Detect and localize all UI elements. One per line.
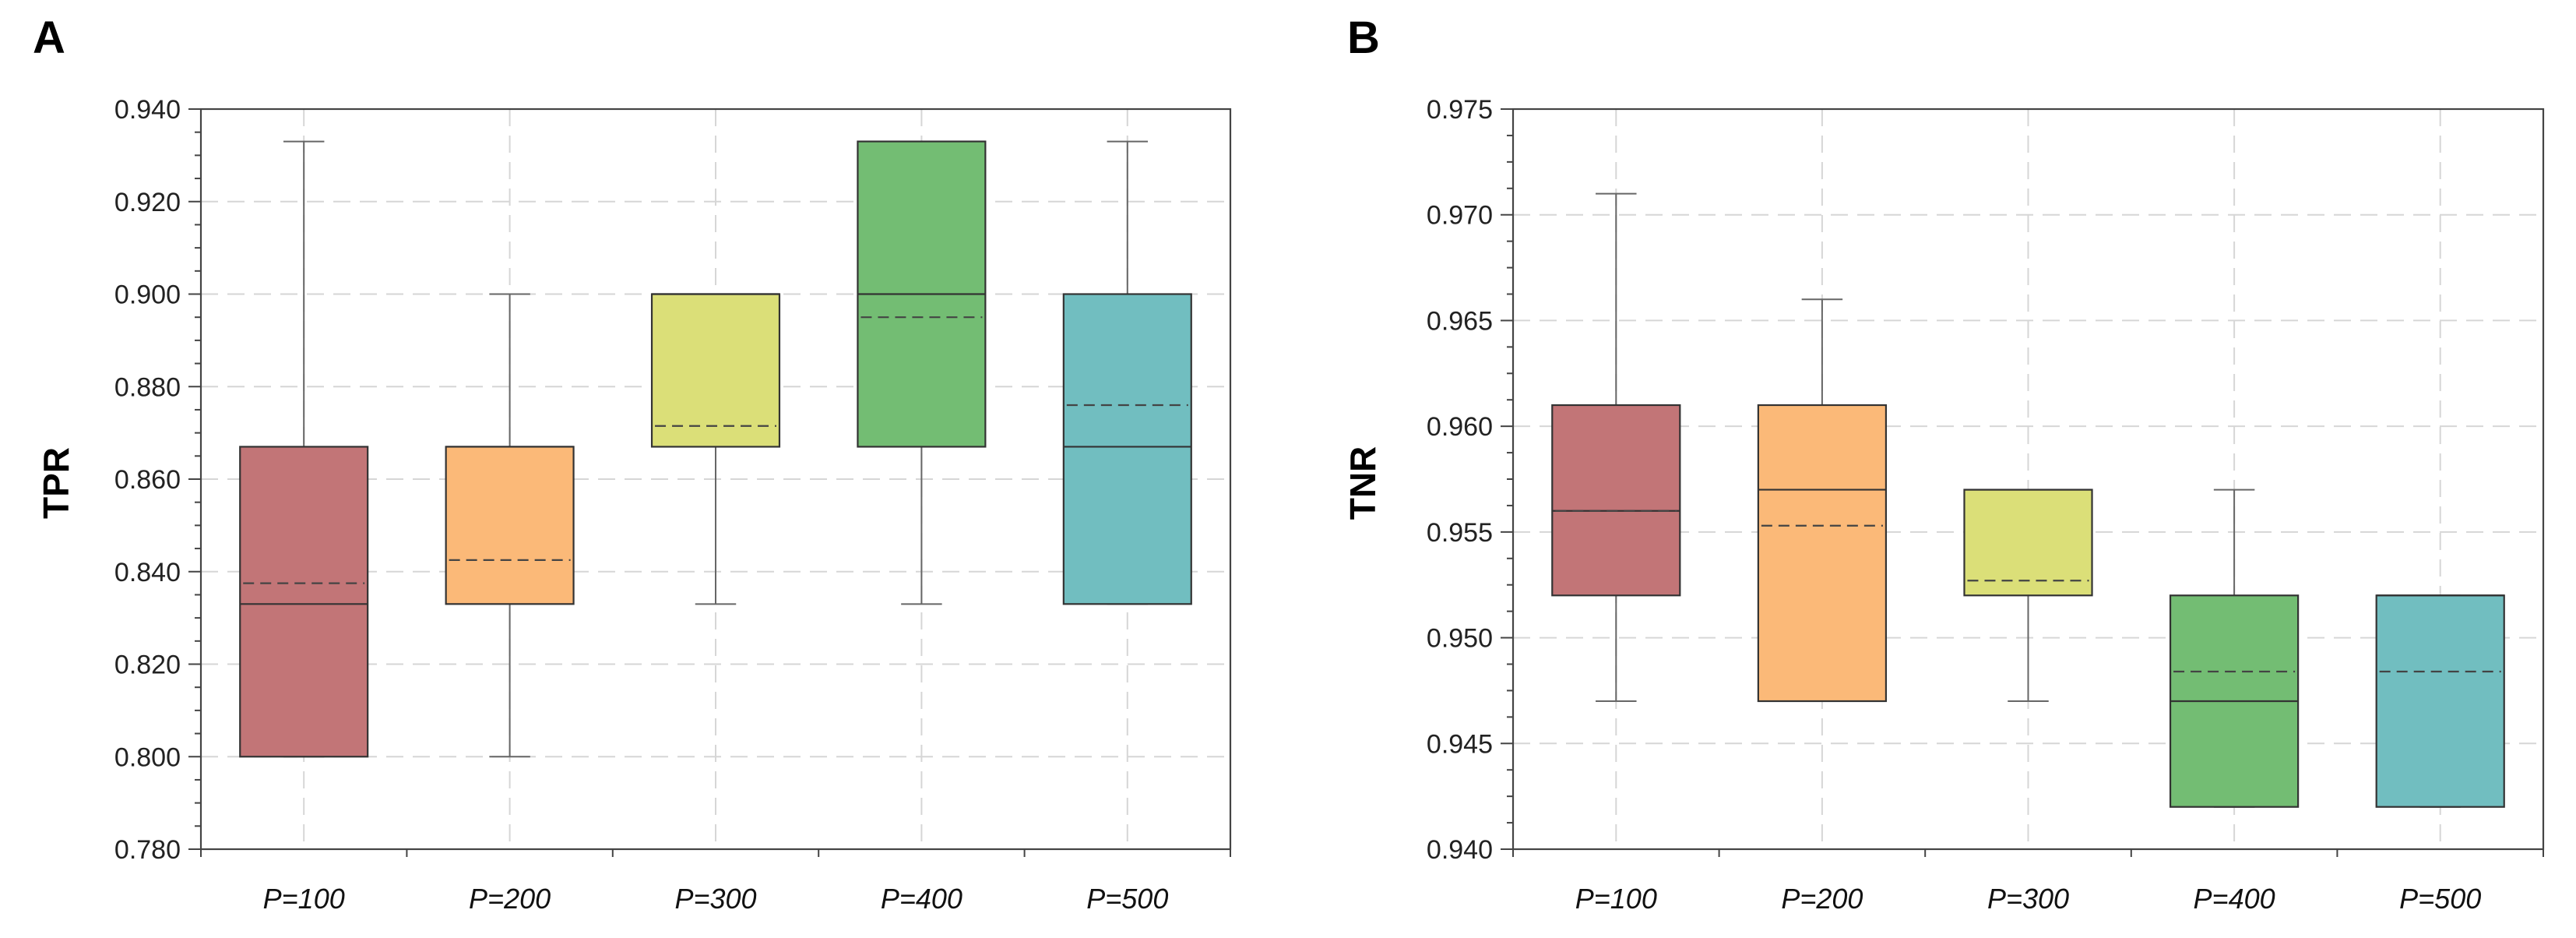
panel-a-label: A [33,12,65,63]
panel-b-y-tick-label: 0.940 [1427,835,1493,865]
panel-b-label: B [1347,12,1380,63]
panel-a-box-p500 [1062,140,1192,605]
panel-b-y-tick-label: 0.975 [1427,95,1493,125]
panel-a: A TPR 0.780 0.800 0.820 0.840 0.860 0.880 0.90… [33,12,1232,915]
panel-a-x-tick-label: P=300 [674,883,756,915]
panel-a-y-tick-label: 0.820 [114,651,181,680]
panel-a-box-body [1062,293,1192,605]
panel-b-y-tick-label: 0.955 [1427,518,1493,548]
panel-b-box-body [1963,488,2093,597]
panel-b-y-tick-label: 0.965 [1427,306,1493,336]
panel-b-x-tick-label: P=200 [1781,883,1863,915]
panel-b-y-tick-label: 0.960 [1427,412,1493,442]
panel-b-y-tick-label: 0.970 [1427,201,1493,231]
panel-a-box-p300 [650,293,781,605]
panel-b-y-tick-label: 0.950 [1427,624,1493,654]
panel-a-y-tick-label: 0.920 [114,188,181,217]
panel-a-box-body [239,446,369,758]
panel-a-y-tick-label: 0.860 [114,465,181,495]
panel-b-box-p500 [2375,594,2505,808]
panel-a-box-p100 [239,140,369,758]
panel-a-y-tick-label: 0.800 [114,742,181,772]
panel-a-y-tick-label: 0.780 [114,835,181,865]
panel-b-y-axis-title: TNR [1343,446,1383,520]
panel-a-y-tick-label: 0.840 [114,558,181,587]
panel-b-box-p100 [1551,192,1681,702]
panel-b-box-p300 [1963,488,2093,702]
panel-a-x-tick-label: P=500 [1086,883,1168,915]
panel-a-x-tick-label: P=200 [469,883,551,915]
panel-a-box-p200 [445,293,575,758]
panel-a-y-tick-label: 0.900 [114,280,181,310]
panel-b-y-tick-label: 0.945 [1427,729,1493,759]
panel-a-box-p400 [857,140,987,605]
panel-a-frame [199,108,1232,851]
panel-a-box-body [650,293,781,448]
panel-b-box-body [1757,404,1888,703]
panel-b-x-tick-label: P=400 [2194,883,2275,915]
panel-b-box-p400 [2169,488,2300,808]
panel-b-box-body [1551,404,1681,597]
panel-b: B TNR 0.940 0.945 0.950 0.955 0.960 0.965 0.97… [1343,12,2545,915]
panel-b-box-p200 [1757,298,1888,703]
panel-b-x-tick-label: P=100 [1575,883,1657,915]
panel-a-y-axis-title: TPR [36,447,76,519]
panel-b-x-tick-label: P=300 [1987,883,2069,915]
panel-a-x-tick-label: P=100 [263,883,345,915]
panel-b-x-tick-label: P=500 [2399,883,2481,915]
panel-a-y-tick-label: 0.880 [114,372,181,402]
panel-a-y-tick-label: 0.940 [114,95,181,125]
panel-a-box-body [445,446,575,605]
panel-a-x-tick-label: P=400 [881,883,962,915]
panel-b-frame [1511,108,2545,851]
panel-b-box-body [2375,594,2505,808]
